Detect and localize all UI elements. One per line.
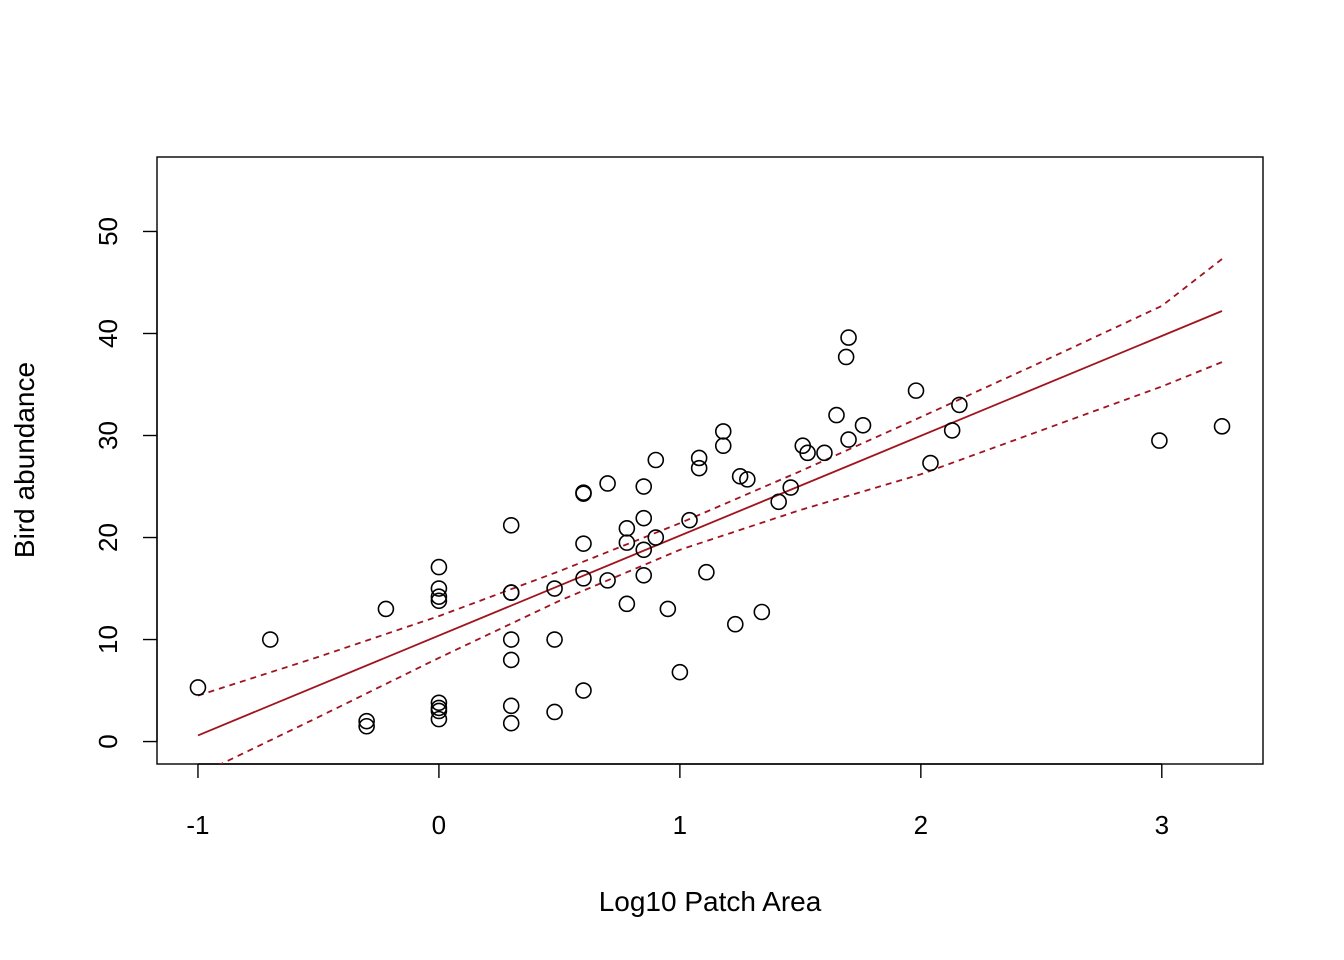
data-point bbox=[840, 431, 857, 448]
data-point bbox=[430, 710, 448, 728]
confidence-band-line bbox=[197, 258, 1223, 697]
data-point bbox=[502, 714, 520, 732]
y-tick-label: 20 bbox=[93, 523, 123, 552]
data-point bbox=[618, 520, 636, 537]
data-point bbox=[647, 529, 665, 546]
data-point bbox=[358, 712, 375, 730]
data-point bbox=[922, 454, 939, 472]
fit-lines bbox=[197, 258, 1223, 764]
data-point bbox=[714, 437, 732, 455]
x-tick-label: 0 bbox=[432, 810, 446, 840]
data-point bbox=[635, 566, 653, 584]
confidence-band-line bbox=[219, 361, 1223, 764]
data-point bbox=[189, 679, 207, 696]
data-point bbox=[635, 541, 653, 559]
data-point bbox=[575, 570, 592, 587]
data-point bbox=[840, 329, 857, 346]
data-point bbox=[1151, 432, 1168, 449]
data-point bbox=[799, 444, 816, 462]
data-point bbox=[854, 417, 872, 434]
regression-line bbox=[197, 310, 1223, 737]
data-point bbox=[502, 631, 520, 648]
data-point bbox=[546, 703, 563, 721]
y-tick-label: 10 bbox=[93, 625, 123, 654]
data-point bbox=[690, 459, 708, 477]
data-point bbox=[739, 471, 756, 488]
data-point bbox=[1213, 418, 1231, 435]
data-point bbox=[502, 516, 520, 534]
data-point bbox=[575, 535, 592, 552]
data-point bbox=[681, 511, 698, 529]
x-tick-label: 3 bbox=[1155, 810, 1169, 840]
data-point bbox=[261, 631, 279, 648]
data-point bbox=[575, 485, 592, 502]
y-tick-label: 30 bbox=[93, 421, 123, 450]
data-point bbox=[502, 697, 520, 715]
x-tick-label: -1 bbox=[186, 810, 209, 840]
data-point bbox=[770, 493, 787, 511]
data-point bbox=[782, 479, 800, 496]
data-point bbox=[635, 478, 653, 495]
data-point bbox=[430, 558, 448, 576]
data-point bbox=[727, 615, 744, 633]
y-axis: 0 10 20 30 40 50 bbox=[93, 217, 158, 749]
data-point bbox=[430, 592, 448, 610]
data-point bbox=[430, 702, 448, 720]
y-axis-title: Bird abundance bbox=[9, 362, 40, 558]
y-tick-label: 50 bbox=[93, 217, 123, 246]
x-tick-label: 2 bbox=[914, 810, 928, 840]
data-point bbox=[546, 631, 563, 648]
data-point bbox=[377, 600, 395, 618]
data-point bbox=[907, 382, 925, 399]
data-point bbox=[698, 563, 715, 581]
data-point bbox=[671, 663, 689, 681]
data-point bbox=[502, 584, 520, 601]
data-point bbox=[599, 475, 616, 492]
data-point bbox=[575, 682, 592, 699]
data-point bbox=[714, 423, 732, 440]
data-point bbox=[430, 694, 448, 712]
data-point bbox=[951, 396, 968, 414]
data-point bbox=[358, 717, 375, 735]
x-axis: -1 0 1 2 3 bbox=[186, 763, 1169, 840]
data-point bbox=[816, 444, 833, 462]
data-point bbox=[430, 588, 448, 605]
data-point bbox=[837, 348, 855, 366]
data-point bbox=[753, 603, 771, 621]
data-point bbox=[943, 422, 961, 439]
data-point bbox=[690, 449, 708, 467]
data-points bbox=[189, 329, 1231, 735]
data-point bbox=[647, 451, 665, 469]
plot-frame bbox=[156, 156, 1264, 765]
data-point bbox=[618, 595, 636, 613]
y-tick-label: 40 bbox=[93, 319, 123, 348]
data-point bbox=[828, 406, 845, 424]
data-point bbox=[618, 534, 636, 551]
data-point bbox=[635, 509, 653, 527]
data-point bbox=[659, 600, 677, 618]
y-tick-label: 0 bbox=[93, 734, 123, 748]
data-point bbox=[502, 651, 520, 669]
x-tick-label: 1 bbox=[673, 810, 687, 840]
x-axis-title: Log10 Patch Area bbox=[599, 886, 822, 917]
data-point bbox=[430, 580, 448, 597]
data-point bbox=[599, 572, 616, 589]
data-point bbox=[546, 580, 563, 597]
data-point bbox=[731, 468, 749, 485]
